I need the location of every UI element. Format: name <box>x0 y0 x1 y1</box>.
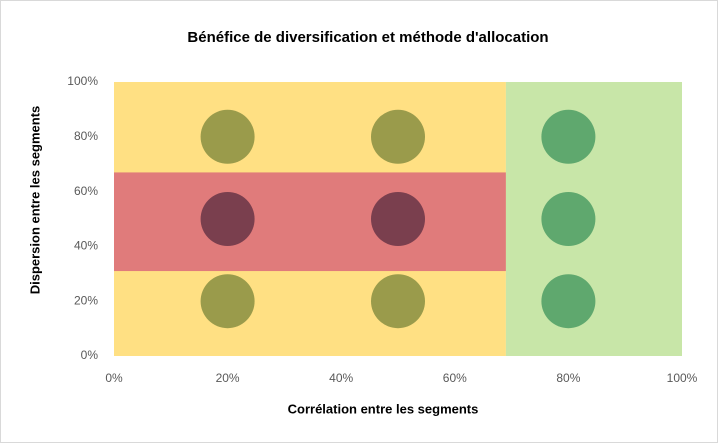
x-tick-label: 100% <box>667 371 698 385</box>
x-axis-title: Corrélation entre les segments <box>288 401 479 416</box>
point <box>541 192 596 246</box>
chart-title: Bénéfice de diversification et méthode d… <box>187 29 548 46</box>
point <box>200 192 255 246</box>
x-tick-label: 40% <box>329 371 353 385</box>
y-tick-label: 100% <box>67 74 98 88</box>
point <box>541 109 596 164</box>
y-tick-label: 40% <box>74 239 98 253</box>
x-tick-label: 20% <box>216 371 240 385</box>
region <box>114 172 506 272</box>
point <box>371 192 425 246</box>
y-tick-label: 60% <box>74 184 98 198</box>
x-tick-label: 80% <box>556 371 580 385</box>
point <box>541 274 596 329</box>
point <box>371 109 425 164</box>
point <box>200 274 255 329</box>
y-tick-label: 80% <box>74 129 98 143</box>
y-axis-title: Dispersion entre les segments <box>27 106 42 295</box>
y-tick-label: 0% <box>81 348 99 362</box>
y-tick-label: 20% <box>74 293 98 307</box>
point <box>200 109 255 164</box>
x-tick-label: 60% <box>443 371 467 385</box>
x-tick-label: 0% <box>105 371 123 385</box>
point <box>371 274 425 329</box>
